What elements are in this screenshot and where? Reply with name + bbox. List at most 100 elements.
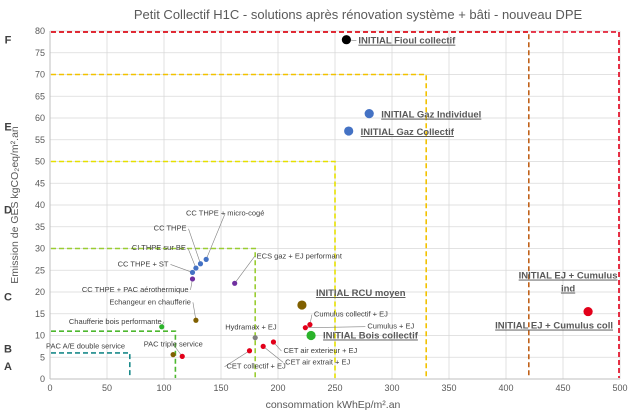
class-box-e xyxy=(51,73,427,378)
x-axis-title: consommation kWhEp/m².an xyxy=(266,399,401,411)
point-pac-triple-service xyxy=(179,353,185,359)
y-tick-label: 40 xyxy=(35,200,45,210)
label-cc-thpe-st: CC THPE + ST xyxy=(118,259,169,268)
class-letter-e: E xyxy=(4,122,11,134)
label-cet-air-exterieur-ej: CET air exterieur + EJ xyxy=(283,346,357,355)
point-initial-gaz-individuel xyxy=(364,109,374,119)
point-cumulus-ej xyxy=(302,325,308,331)
axes xyxy=(49,31,620,380)
point-chaufferie-bois-performante xyxy=(159,324,165,330)
x-tick-label: 400 xyxy=(498,383,513,393)
y-tick-label: 30 xyxy=(35,244,45,254)
label-cc-thpe: CC THPE xyxy=(154,224,187,233)
label-pac-triple-service: PAC triple service xyxy=(144,339,203,348)
y-tick-label: 60 xyxy=(35,113,45,123)
y-tick-label: 20 xyxy=(35,287,45,297)
point-initial-fioul-collectif xyxy=(341,35,351,45)
label-cet-collectif-ej: CET collectif + EJ xyxy=(227,362,287,371)
class-letter-a: A xyxy=(4,361,12,373)
label-initial-bois-collectif: INITIAL Bois collectif xyxy=(323,331,419,342)
x-tick-label: 450 xyxy=(555,383,570,393)
label-initial-fioul-collectif: INITIAL Fioul collectif xyxy=(358,36,456,47)
class-box-b xyxy=(51,330,177,378)
label-cc-thpe-pac-aerothermique: CC THPE + PAC aérothermique xyxy=(82,285,189,294)
class-box-d xyxy=(51,160,336,378)
point-initial-rcu-moyen xyxy=(297,300,307,310)
label-pac-a-e-double-service: PAC A/E double service xyxy=(46,342,125,351)
label-cet-air-extrait-ej: CET air extrait + EJ xyxy=(285,357,350,366)
label-ci-thpe-sur-be: CI THPE sur BE xyxy=(132,243,186,252)
leader-line xyxy=(187,247,197,269)
x-tick-label: 100 xyxy=(156,383,171,393)
y-tick-label: 80 xyxy=(35,26,45,36)
y-tick-label: 70 xyxy=(35,70,45,80)
point-cc-thpe xyxy=(197,261,204,267)
leader-line xyxy=(188,228,201,264)
label-cc-thpe-micro-coge: CC THPE + micro-cogé xyxy=(186,208,264,217)
class-letters: F E D C BA xyxy=(4,35,12,373)
point-cc-thpe-micro-coge xyxy=(203,256,209,262)
x-tick-label: 250 xyxy=(327,383,342,393)
point-ci-thpe-sur-be xyxy=(193,265,199,271)
point-cc-thpe-pac-aerothermique xyxy=(189,276,196,282)
label-initial-rcu-moyen: INITIAL RCU moyen xyxy=(316,288,406,299)
x-tick-label: 200 xyxy=(270,383,285,393)
leader-line xyxy=(192,302,197,321)
leader-line xyxy=(224,350,250,367)
class-letter-b: B xyxy=(4,344,12,356)
point-pac-a-e-double-service xyxy=(170,352,176,358)
point-cet-collectif-ej xyxy=(246,348,253,354)
label-cumulus-ej: Cumulus + EJ xyxy=(367,322,414,331)
leader-line xyxy=(234,256,255,284)
point-ecs-gaz-ej-performant xyxy=(232,280,238,286)
point-cumulus-collectif-ej xyxy=(307,322,313,328)
y-tick-label: 75 xyxy=(35,48,45,58)
energy-class-boxes xyxy=(51,31,620,378)
y-tick-label: 15 xyxy=(35,309,45,319)
data-points xyxy=(159,35,593,359)
y-tick-label: 10 xyxy=(35,331,45,341)
point-labels: INITIAL Fioul collectif INITIAL Gaz Indiv… xyxy=(46,36,617,371)
x-tick-label: 0 xyxy=(47,383,52,393)
label-initial-ej-cumulus-ind: INITIAL EJ + Cumulus ind xyxy=(519,271,618,295)
label-echangeur-en-chaufferie: Echangeur en chaufferie xyxy=(109,297,191,306)
leader-line xyxy=(305,326,366,328)
class-letter-c: C xyxy=(4,291,12,303)
label-initial-ej-cumulus-coll: INITIAL EJ + Cumulus coll xyxy=(495,321,613,332)
point-echangeur-en-chaufferie xyxy=(193,317,199,323)
y-tick-label: 50 xyxy=(35,157,45,167)
label-chaufferie-bois-performante: Chaufferie bois performante xyxy=(69,317,162,326)
class-box-c xyxy=(51,247,256,378)
class-box-g xyxy=(51,31,620,378)
label-ecs-gaz-ej-performant: ECS gaz + EJ performant xyxy=(257,251,343,260)
y-tick-label: 65 xyxy=(35,91,45,101)
point-cet-air-extrait-ej xyxy=(260,343,266,349)
y-tick-label: 5 xyxy=(40,352,45,362)
label-hydramax-ej: Hydramax + EJ xyxy=(225,323,277,332)
label-initial-gaz-individuel: INITIAL Gaz Individuel xyxy=(381,110,481,121)
point-cc-thpe-st xyxy=(189,269,196,276)
leader-line xyxy=(205,213,226,260)
point-hydramax-ej xyxy=(252,335,258,341)
class-box-f xyxy=(51,31,530,378)
leader-line xyxy=(170,264,193,273)
label-cumulus-collectif-ej: Cumulus collectif + EJ xyxy=(314,310,388,319)
x-tick-label: 300 xyxy=(384,383,399,393)
class-letter-d: D xyxy=(4,204,12,216)
y-axis-title: Emission de GES kgCO₂eq/m².an xyxy=(9,126,21,284)
point-initial-ej-cumulus-ind xyxy=(583,306,593,317)
class-letter-f: F xyxy=(5,35,12,47)
y-tick-label: 55 xyxy=(35,135,45,145)
leader-line xyxy=(262,346,284,363)
y-tick-label: 0 xyxy=(40,374,45,384)
y-tick-label: 45 xyxy=(35,178,45,188)
y-tick-label: 25 xyxy=(35,265,45,275)
label-initial-gaz-collectif: INITIAL Gaz Collectif xyxy=(361,127,455,138)
class-box-a xyxy=(51,352,131,378)
point-initial-bois-collectif xyxy=(306,330,316,341)
point-cet-air-exterieur-ej xyxy=(270,339,277,345)
x-tick-label: 500 xyxy=(612,383,627,393)
y-tick-label: 35 xyxy=(35,222,45,232)
